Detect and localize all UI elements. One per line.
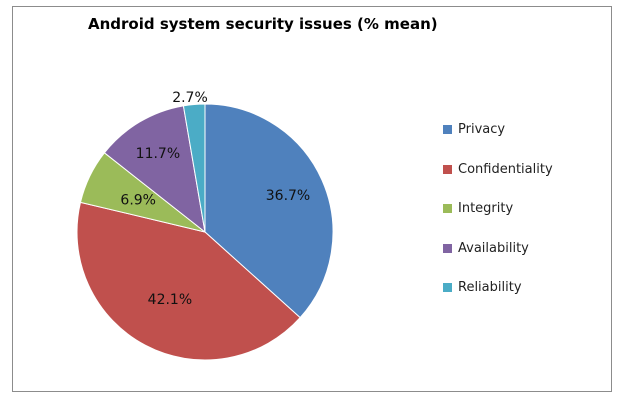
legend-label: Integrity: [458, 201, 514, 217]
data-label-integrity: 6.9%: [120, 193, 156, 209]
data-label-availability: 11.7%: [136, 146, 180, 162]
data-label-confidentiality: 42.1%: [148, 292, 192, 308]
legend-swatch: [443, 283, 452, 293]
chart-legend: Privacy Confidentiality Integrity Availabil…: [443, 110, 553, 308]
pie-slice-reliability: [182, 103, 206, 233]
legend-item-reliability: Reliability: [443, 268, 553, 308]
legend-swatch: [443, 204, 452, 214]
chart-title: Android system security issues (% mean): [88, 15, 438, 33]
legend-swatch: [443, 164, 452, 174]
pie-slice-confidentiality: [76, 201, 301, 361]
legend-swatch: [443, 243, 452, 253]
data-label-privacy: 36.7%: [266, 188, 310, 204]
legend-swatch: [443, 125, 452, 135]
legend-item-integrity: Integrity: [443, 189, 553, 229]
legend-item-privacy: Privacy: [443, 110, 553, 150]
legend-label: Availability: [458, 240, 529, 256]
pie-slice-privacy: [204, 103, 334, 319]
data-label-reliability: 2.7%: [172, 90, 208, 106]
legend-label: Reliability: [458, 280, 522, 296]
legend-label: Privacy: [458, 122, 506, 138]
legend-label: Confidentiality: [458, 161, 553, 177]
pie-slice-availability: [103, 105, 206, 234]
legend-item-confidentiality: Confidentiality: [443, 150, 553, 190]
legend-item-availability: Availability: [443, 229, 553, 269]
